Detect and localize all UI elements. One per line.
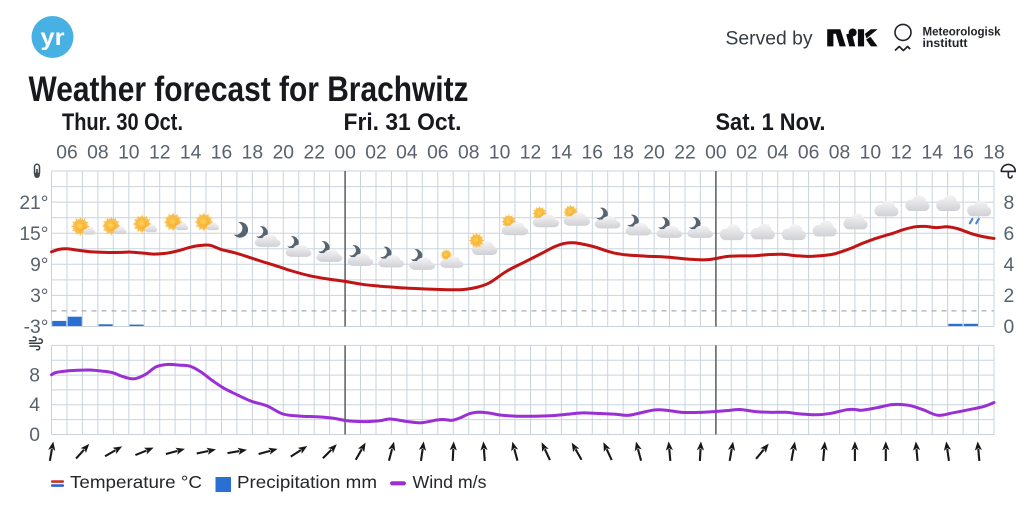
svg-text:16: 16: [582, 143, 603, 164]
svg-text:12: 12: [520, 143, 541, 164]
svg-text:00: 00: [334, 143, 355, 164]
svg-text:10: 10: [489, 143, 510, 164]
svg-text:04: 04: [767, 143, 789, 164]
svg-text:4: 4: [1004, 255, 1015, 276]
svg-text:02: 02: [736, 143, 757, 164]
svg-text:21°: 21°: [19, 193, 48, 214]
svg-text:Weather forecast for Brachwitz: Weather forecast for Brachwitz: [29, 70, 469, 109]
svg-text:8: 8: [1004, 193, 1015, 214]
svg-text:16: 16: [211, 143, 232, 164]
svg-text:Sat. 1 Nov.: Sat. 1 Nov.: [716, 109, 826, 136]
svg-text:Meteorologisk: Meteorologisk: [923, 27, 1002, 39]
svg-text:Fri. 31 Oct.: Fri. 31 Oct.: [344, 109, 462, 136]
svg-text:8: 8: [29, 366, 40, 387]
svg-text:08: 08: [829, 143, 850, 164]
svg-text:0: 0: [29, 425, 40, 446]
svg-text:08: 08: [458, 143, 479, 164]
svg-text:14: 14: [551, 143, 573, 164]
svg-text:15°: 15°: [19, 224, 48, 245]
svg-text:2: 2: [1004, 286, 1015, 307]
svg-text:4: 4: [29, 395, 40, 416]
svg-text:06: 06: [427, 143, 448, 164]
svg-text:18: 18: [983, 143, 1004, 164]
svg-text:3°: 3°: [30, 286, 48, 307]
svg-text:04: 04: [396, 143, 418, 164]
svg-text:00: 00: [705, 143, 726, 164]
svg-text:08: 08: [87, 143, 108, 164]
svg-text:22: 22: [303, 143, 324, 164]
svg-text:18: 18: [612, 143, 633, 164]
svg-text:6: 6: [1004, 224, 1015, 245]
svg-text:Served by: Served by: [726, 29, 814, 50]
svg-text:Wind m/s: Wind m/s: [413, 472, 487, 492]
svg-text:20: 20: [273, 143, 294, 164]
svg-text:10: 10: [860, 143, 881, 164]
svg-text:20: 20: [643, 143, 664, 164]
svg-text:Thur. 30 Oct.: Thur. 30 Oct.: [62, 109, 183, 136]
svg-text:22: 22: [674, 143, 695, 164]
svg-text:12: 12: [149, 143, 170, 164]
svg-text:06: 06: [798, 143, 819, 164]
svg-text:0: 0: [1004, 317, 1015, 338]
svg-text:16: 16: [952, 143, 973, 164]
svg-text:02: 02: [365, 143, 386, 164]
svg-text:14: 14: [180, 143, 202, 164]
svg-text:-3°: -3°: [24, 317, 49, 338]
svg-text:yr: yr: [41, 24, 65, 50]
svg-text:institutt: institutt: [923, 38, 968, 50]
svg-text:Precipitation mm: Precipitation mm: [237, 472, 377, 492]
svg-text:10: 10: [118, 143, 139, 164]
svg-text:06: 06: [56, 143, 77, 164]
svg-text:14: 14: [921, 143, 943, 164]
svg-text:9°: 9°: [30, 255, 48, 276]
svg-text:18: 18: [242, 143, 263, 164]
svg-text:12: 12: [891, 143, 912, 164]
svg-text:Temperature °C: Temperature °C: [70, 472, 202, 492]
